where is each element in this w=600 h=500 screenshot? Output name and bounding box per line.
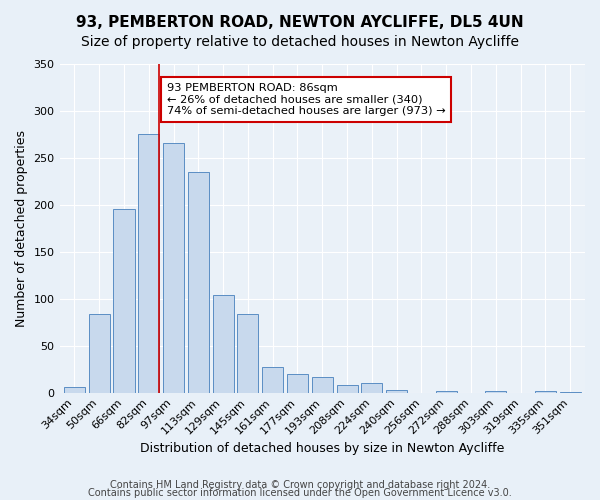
Bar <box>113 208 134 392</box>
Bar <box>238 314 259 392</box>
Bar <box>212 295 233 392</box>
Text: 93 PEMBERTON ROAD: 86sqm
← 26% of detached houses are smaller (340)
74% of semi-: 93 PEMBERTON ROAD: 86sqm ← 26% of detach… <box>167 83 445 116</box>
Bar <box>262 368 283 392</box>
Bar <box>138 134 160 392</box>
X-axis label: Distribution of detached houses by size in Newton Aycliffe: Distribution of detached houses by size … <box>140 442 505 455</box>
Y-axis label: Number of detached properties: Number of detached properties <box>15 130 28 327</box>
Bar <box>89 314 110 392</box>
Bar <box>361 383 382 392</box>
Bar <box>485 390 506 392</box>
Bar <box>535 390 556 392</box>
Text: Size of property relative to detached houses in Newton Aycliffe: Size of property relative to detached ho… <box>81 35 519 49</box>
Text: Contains HM Land Registry data © Crown copyright and database right 2024.: Contains HM Land Registry data © Crown c… <box>110 480 490 490</box>
Bar <box>188 172 209 392</box>
Bar <box>64 387 85 392</box>
Bar <box>287 374 308 392</box>
Text: Contains public sector information licensed under the Open Government Licence v3: Contains public sector information licen… <box>88 488 512 498</box>
Bar <box>386 390 407 392</box>
Bar <box>436 390 457 392</box>
Bar <box>163 143 184 392</box>
Bar <box>312 376 333 392</box>
Bar <box>337 385 358 392</box>
Text: 93, PEMBERTON ROAD, NEWTON AYCLIFFE, DL5 4UN: 93, PEMBERTON ROAD, NEWTON AYCLIFFE, DL5… <box>76 15 524 30</box>
